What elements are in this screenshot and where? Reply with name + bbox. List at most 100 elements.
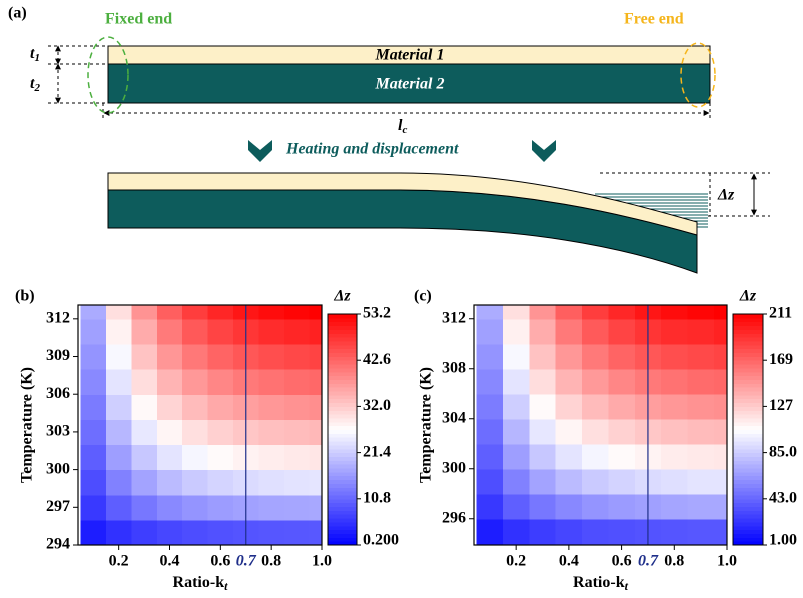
heat-cell [208, 394, 234, 420]
x-axis-title-main: Ratio-k [573, 574, 625, 591]
heat-cell [687, 294, 714, 320]
colorbar-segment [328, 487, 357, 491]
y-tick-label: 308 [442, 359, 466, 376]
x-tick-label: 0.8 [664, 553, 684, 570]
heat-cell [687, 469, 714, 495]
colorbar-tick-label: 85.0 [769, 443, 797, 460]
colorbar-segment [733, 426, 763, 430]
heatmap-panel: 0.20.40.60.81.00.7296300304308312Ratio-k… [414, 288, 797, 593]
colorbar-segment [328, 341, 357, 345]
heat-cell [477, 469, 504, 495]
heat-cell [477, 444, 504, 470]
cells [477, 294, 741, 545]
colorbar-segment [733, 472, 763, 476]
colorbar-tick-label: 169 [769, 351, 793, 368]
colorbar-segment [328, 526, 357, 530]
colorbar-segment [328, 426, 357, 430]
heat-cell [529, 369, 556, 395]
heat-cell [608, 469, 635, 495]
heat-cell [503, 469, 530, 495]
heat-cell [258, 444, 284, 470]
colorbar-segment [328, 433, 357, 437]
heat-cell [687, 494, 714, 520]
heat-cell [661, 369, 688, 395]
heat-cell [284, 520, 310, 546]
heat-cell [687, 419, 714, 445]
heat-cell [284, 344, 310, 370]
colorbar-segment [733, 530, 763, 534]
heat-cell [503, 369, 530, 395]
colorbar-segment [733, 318, 763, 322]
colorbar-segment [733, 329, 763, 333]
heat-cell [106, 419, 132, 445]
heat-cell [608, 444, 635, 470]
x-tick-label: 1.0 [312, 553, 332, 570]
x-tick-label: 0.8 [261, 553, 281, 570]
heat-cell [81, 470, 107, 496]
colorbar-segment [328, 503, 357, 507]
marker-label: 0.7 [638, 553, 659, 570]
colorbar-segment [328, 483, 357, 487]
heat-cell [608, 319, 635, 345]
colorbar-segment [328, 533, 357, 537]
y-tick-label: 312 [46, 309, 70, 326]
colorbar-segment [328, 530, 357, 534]
heat-cell [157, 444, 183, 470]
colorbar-segment [328, 391, 357, 395]
colorbar-segment [328, 456, 357, 460]
colorbar-segment [328, 326, 357, 330]
heat-cell [182, 294, 208, 320]
heat-cell [208, 369, 234, 395]
colorbar-segment [733, 410, 763, 414]
colorbar-tick-label: 43.0 [769, 489, 797, 506]
heat-cell [556, 519, 583, 545]
colorbar-segment [328, 356, 357, 360]
colorbar-tick-label: 10.8 [363, 489, 391, 506]
heat-cell [131, 319, 157, 345]
heat-cell [556, 394, 583, 420]
heat-cell [81, 344, 107, 370]
colorbar-segment [328, 376, 357, 380]
x-axis-title-sub: t [224, 579, 228, 593]
heat-cell [258, 495, 284, 521]
heat-cell [503, 319, 530, 345]
heat-cell [131, 470, 157, 496]
y-tick-label: 297 [46, 498, 70, 515]
colorbar-segment [328, 345, 357, 349]
colorbar-segment [733, 518, 763, 522]
colorbar-segment [733, 391, 763, 395]
colorbar-segment [328, 360, 357, 364]
colorbar-segment [328, 418, 357, 422]
colorbar-segment [733, 422, 763, 426]
colorbar-segment [328, 329, 357, 333]
y-tick-label: 294 [46, 536, 70, 553]
panel-label: (c) [414, 288, 432, 305]
colorbar-segment [328, 445, 357, 449]
colorbar-segment [733, 341, 763, 345]
fixed-end-label: Fixed end [105, 11, 172, 28]
heat-cell [582, 344, 609, 370]
x-tick-label: 0.2 [506, 553, 526, 570]
chevron [248, 140, 272, 162]
colorbar-segment [733, 406, 763, 410]
heat-cell [477, 419, 504, 445]
heat-cell [284, 444, 310, 470]
heat-cell [503, 394, 530, 420]
colorbar-segment [328, 522, 357, 526]
colorbar-segment [733, 360, 763, 364]
heat-cell [157, 344, 183, 370]
heat-cell [81, 419, 107, 445]
x-axis-title-sub: t [625, 579, 629, 593]
colorbar-tick-label: 127 [769, 397, 793, 414]
colorbar-segment [733, 491, 763, 495]
heat-cell [503, 294, 530, 320]
heat-cell [556, 469, 583, 495]
heat-cell [529, 394, 556, 420]
colorbar-segment [733, 526, 763, 530]
colorbar-segment [733, 503, 763, 507]
heat-cell [208, 444, 234, 470]
x-tick-label: 0.4 [559, 553, 579, 570]
colorbar-segment [733, 464, 763, 468]
material-2-label: Material 2 [375, 76, 445, 93]
y-tick-label: 296 [442, 509, 466, 526]
